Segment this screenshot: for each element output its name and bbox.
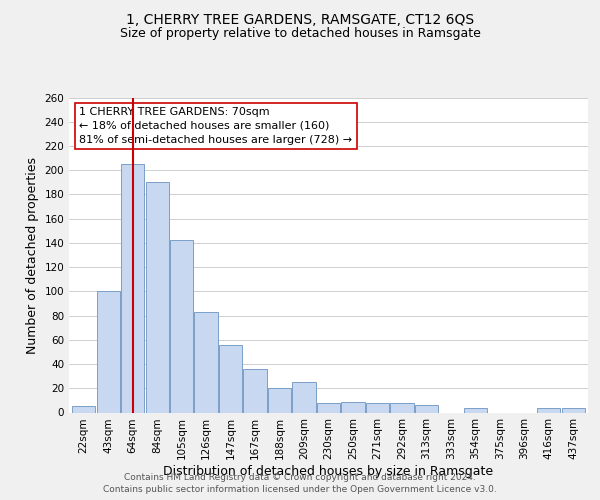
Bar bbox=[341, 402, 365, 412]
Y-axis label: Number of detached properties: Number of detached properties bbox=[26, 156, 39, 354]
Bar bbox=[146, 182, 169, 412]
Bar bbox=[244, 369, 266, 412]
Text: Contains HM Land Registry data © Crown copyright and database right 2024.: Contains HM Land Registry data © Crown c… bbox=[124, 472, 476, 482]
Text: Size of property relative to detached houses in Ramsgate: Size of property relative to detached ho… bbox=[119, 28, 481, 40]
Bar bbox=[268, 388, 291, 412]
Bar bbox=[72, 406, 95, 412]
Text: 1 CHERRY TREE GARDENS: 70sqm
← 18% of detached houses are smaller (160)
81% of s: 1 CHERRY TREE GARDENS: 70sqm ← 18% of de… bbox=[79, 107, 353, 145]
Bar bbox=[366, 403, 389, 412]
Bar bbox=[317, 403, 340, 412]
Bar bbox=[219, 344, 242, 412]
Bar bbox=[562, 408, 585, 412]
Bar bbox=[537, 408, 560, 412]
Text: 1, CHERRY TREE GARDENS, RAMSGATE, CT12 6QS: 1, CHERRY TREE GARDENS, RAMSGATE, CT12 6… bbox=[126, 12, 474, 26]
Bar bbox=[121, 164, 144, 412]
Bar bbox=[97, 292, 120, 412]
Bar bbox=[292, 382, 316, 412]
Bar bbox=[415, 405, 438, 412]
Bar bbox=[170, 240, 193, 412]
Bar bbox=[391, 403, 413, 412]
Text: Contains public sector information licensed under the Open Government Licence v3: Contains public sector information licen… bbox=[103, 485, 497, 494]
Bar bbox=[194, 312, 218, 412]
Bar bbox=[464, 408, 487, 412]
X-axis label: Distribution of detached houses by size in Ramsgate: Distribution of detached houses by size … bbox=[163, 465, 494, 478]
